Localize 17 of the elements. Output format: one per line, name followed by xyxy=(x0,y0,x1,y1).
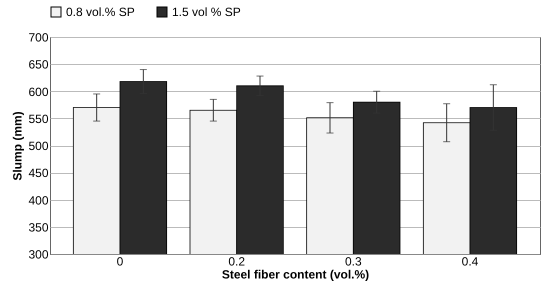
y-tick-label: 700 xyxy=(28,30,49,44)
y-tick-label: 400 xyxy=(28,193,49,208)
y-tick-label: 300 xyxy=(28,248,49,262)
y-tick-label: 500 xyxy=(28,139,49,153)
x-axis-title: Steel fiber content (vol.%) xyxy=(222,268,370,282)
x-tick-label: 0.2 xyxy=(228,254,246,268)
y-tick-label: 350 xyxy=(28,220,49,234)
x-tick-label: 0.3 xyxy=(344,254,362,268)
x-tick-label: 0 xyxy=(116,254,124,268)
x-tick-label: 0.4 xyxy=(462,254,479,268)
y-tick-label: 550 xyxy=(28,112,49,126)
y-tick-label: 600 xyxy=(28,84,49,99)
legend-label: 1.5 vol % SP xyxy=(172,5,241,19)
legend-label: 0.8 vol.% SP xyxy=(66,5,135,19)
y-tick-label: 450 xyxy=(28,166,49,180)
y-tick-label: 650 xyxy=(28,58,49,72)
y-axis-title: Slump (mm) xyxy=(10,111,24,181)
